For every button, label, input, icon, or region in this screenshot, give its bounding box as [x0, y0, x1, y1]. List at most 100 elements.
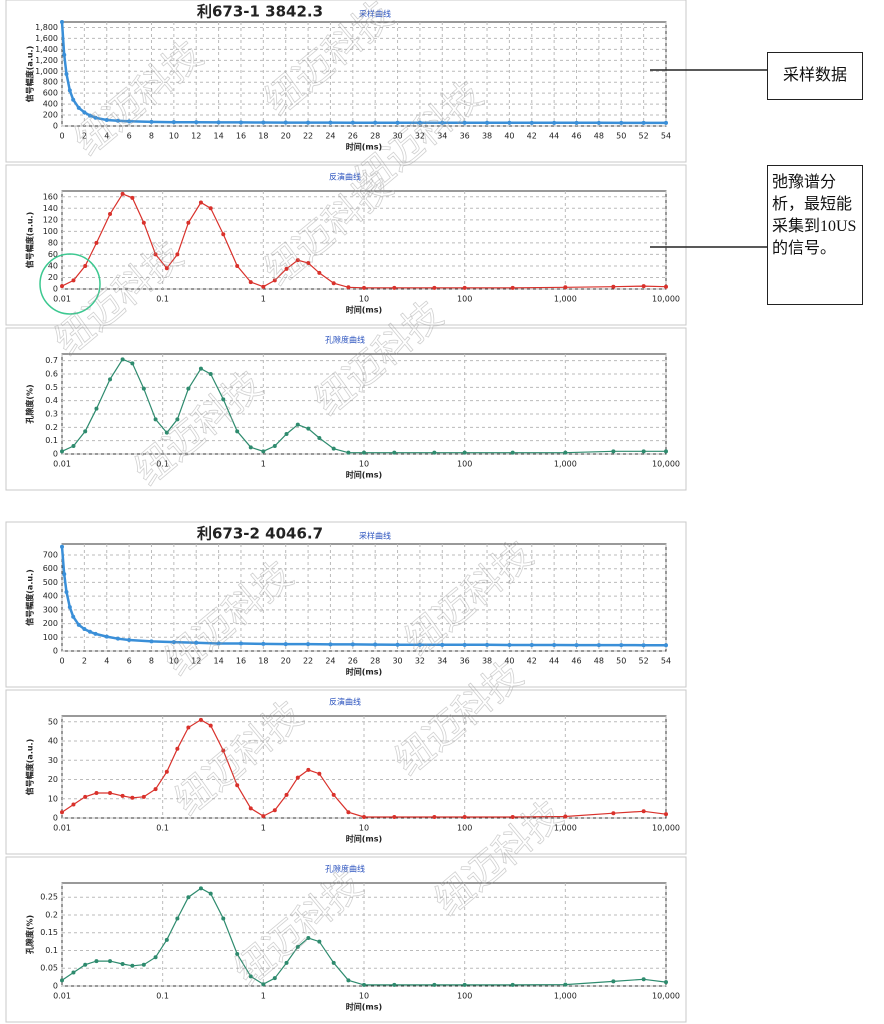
data-point: [248, 445, 253, 450]
x-tick-label: 34: [437, 657, 447, 666]
data-point: [373, 642, 378, 647]
data-point: [664, 643, 668, 648]
data-point: [432, 285, 437, 290]
data-point: [130, 795, 135, 800]
data-point: [194, 120, 199, 125]
data-point: [149, 119, 154, 124]
y-tick-label: 800: [43, 78, 58, 87]
data-point: [83, 263, 88, 268]
x-tick-label: 16: [236, 657, 246, 666]
data-point: [120, 961, 125, 966]
data-point: [175, 746, 180, 751]
x-tick-label: 28: [370, 132, 380, 141]
data-point: [507, 120, 512, 125]
y-tick-label: 400: [43, 592, 58, 601]
y-axis-label: 孔隙度(%): [25, 384, 35, 423]
x-tick-label: 2: [82, 132, 87, 141]
data-point: [272, 444, 277, 448]
x-tick-label: 10: [169, 132, 179, 141]
x-tick-label: 38: [482, 132, 492, 141]
data-point: [462, 120, 467, 125]
y-tick-label: 50: [48, 717, 58, 726]
y-tick-label: 700: [43, 550, 58, 559]
data-point: [563, 450, 568, 455]
panel: [5, 164, 687, 326]
data-point: [221, 748, 226, 753]
data-point: [306, 120, 311, 125]
data-point: [317, 939, 322, 944]
data-point: [82, 627, 87, 632]
data-point: [71, 970, 76, 975]
data-point: [238, 641, 243, 646]
x-tick-label: 0.01: [53, 992, 71, 1001]
data-point: [164, 769, 169, 774]
data-point: [235, 263, 240, 268]
x-axis-label: 时间(ms): [346, 667, 382, 677]
data-point: [552, 120, 557, 125]
y-tick-label: 600: [43, 89, 58, 98]
data-point: [221, 397, 226, 402]
data-point: [248, 280, 253, 285]
data-point: [186, 386, 191, 391]
x-axis-label: 时间(ms): [346, 834, 382, 844]
data-point: [552, 642, 557, 647]
x-tick-label: 0.01: [53, 460, 71, 469]
callout-box: 弛豫谱分析，最短能采集到10US的信号。: [767, 165, 863, 305]
data-point: [641, 643, 646, 648]
panel-subtitle: 采样曲线: [359, 9, 391, 19]
data-point: [108, 790, 113, 795]
data-point: [331, 281, 336, 286]
x-tick-label: 24: [325, 657, 335, 666]
x-axis-label: 时间(ms): [346, 1002, 382, 1012]
x-tick-label: 10: [169, 657, 179, 666]
data-point: [83, 429, 88, 434]
y-tick-label: 10: [48, 794, 58, 803]
data-point: [141, 220, 146, 225]
data-point: [272, 976, 277, 981]
data-point: [141, 386, 146, 391]
data-point: [596, 120, 601, 125]
x-tick-label: 10: [359, 460, 369, 469]
y-tick-label: 200: [43, 619, 58, 628]
x-tick-label: 12: [191, 132, 201, 141]
y-tick-label: 500: [43, 578, 58, 587]
y-tick-label: 20: [48, 775, 58, 784]
x-tick-label: 32: [415, 132, 425, 141]
data-point: [67, 88, 72, 93]
y-tick-label: 30: [48, 756, 58, 765]
data-point: [153, 787, 158, 792]
panel-subtitle: 反演曲线: [329, 172, 361, 182]
y-tick-label: 0.1: [45, 436, 58, 445]
data-point: [141, 962, 146, 967]
x-tick-label: 10,000: [652, 460, 680, 469]
data-point: [127, 638, 132, 643]
data-point: [641, 120, 646, 125]
data-point: [64, 72, 69, 76]
data-point: [71, 97, 76, 102]
chart-title: 利673-1 3842.3: [197, 3, 323, 21]
data-point: [317, 436, 322, 440]
data-point: [104, 117, 109, 122]
data-point: [248, 806, 253, 811]
data-point: [611, 811, 616, 816]
data-point: [295, 258, 300, 263]
x-tick-label: 6: [127, 132, 132, 141]
y-tick-label: 80: [48, 238, 58, 247]
y-tick-label: 0.2: [45, 423, 58, 432]
x-tick-label: 1,000: [554, 460, 577, 469]
y-tick-label: 0.05: [40, 964, 58, 973]
data-point: [362, 982, 366, 987]
x-tick-label: 10,000: [652, 992, 680, 1001]
data-point: [130, 195, 135, 200]
y-tick-label: 300: [43, 605, 58, 614]
data-point: [641, 449, 646, 454]
data-line: [61, 358, 666, 454]
y-tick-label: 0.4: [45, 396, 58, 405]
x-tick-label: 16: [236, 132, 246, 141]
data-point: [346, 285, 351, 290]
x-tick-label: 10: [359, 824, 369, 833]
y-tick-label: 600: [43, 564, 58, 573]
y-tick-label: 0: [53, 982, 58, 991]
